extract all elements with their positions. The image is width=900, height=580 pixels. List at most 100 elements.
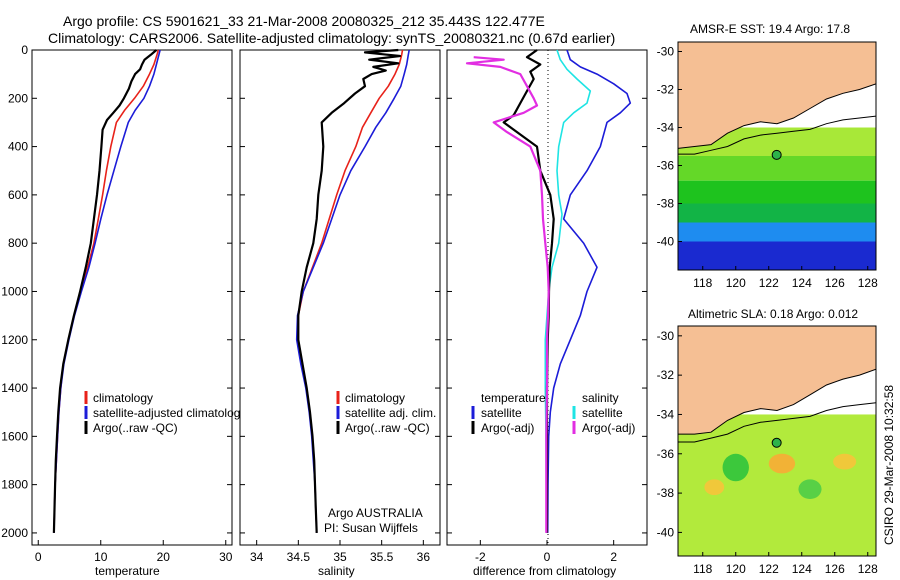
legend-climatology-label: climatology [345, 391, 405, 405]
legend-sal-satellite-label: satellite [582, 406, 623, 420]
sla-argo-position-marker [771, 437, 782, 448]
temperature-xtick-label: 20 [157, 550, 171, 564]
sla-xtick-label: 122 [759, 562, 779, 576]
legend-argo-label: Argo(..raw -QC) [345, 421, 430, 435]
depth-tick-label: 400 [8, 140, 28, 154]
sst-xtick-label: 118 [693, 276, 712, 290]
sst-ytick-label: -40 [657, 235, 675, 249]
sla-anomaly-patch [704, 479, 725, 496]
sla-anomaly-patch [768, 453, 796, 474]
sst-ytick-label: -38 [657, 197, 675, 211]
sst-shelf-contour [678, 115, 876, 155]
sla-xtick-label: 128 [858, 562, 878, 576]
sst-field-band [678, 180, 876, 204]
sla-ytick-label: -32 [657, 368, 675, 382]
temperature-legend: climatology satellite-adjusted climatolo… [84, 391, 246, 435]
sst-map-field [678, 42, 876, 270]
legend-sal-argo-label: Argo(-adj) [582, 421, 635, 435]
sst-land [678, 42, 876, 149]
sla-map-frame [677, 325, 877, 557]
depth-tick-label: 1200 [1, 333, 28, 347]
sla-ytick-label: -40 [657, 525, 675, 539]
depth-tick-label: 600 [8, 188, 28, 202]
legend-satellite-label: satellite-adjusted climatology [93, 406, 246, 420]
depth-tick-label: 1600 [1, 429, 28, 443]
sla-ytick-label: -38 [657, 486, 675, 500]
sst-map: 118 120 122 124 126 128 -30 -32 -34 -36 -38 -40 [657, 41, 878, 290]
difference-series-salinity-satellite [544, 49, 592, 533]
depth-tick-label: 2000 [1, 526, 28, 540]
salinity-xlabel: salinity [318, 564, 355, 578]
sst-map-frame [677, 41, 877, 271]
difference-xtick-label: 0 [544, 550, 551, 564]
difference-series-group [465, 49, 632, 533]
salinity-legend: climatology satellite adj. clim. Argo(..… [336, 391, 436, 435]
legend-temp-satellite-label: satellite [481, 406, 522, 420]
difference-series-salinity-argo [465, 56, 550, 533]
sla-xtick-label: 120 [726, 562, 746, 576]
sla-map: 118 120 122 124 126 128 -30 -32 -34 -36 -38 -40 [657, 325, 878, 576]
depth-tick-label: 1000 [1, 284, 28, 298]
sst-xtick-label: 126 [825, 276, 845, 290]
salinity-panel-frame [239, 49, 441, 546]
sst-field-band [678, 156, 876, 181]
legend-argo-label: Argo(..raw -QC) [93, 421, 178, 435]
salinity-xtick-label: 36 [417, 550, 431, 564]
sst-ytick-label: -30 [657, 45, 675, 59]
sla-anomaly-patch [798, 479, 822, 499]
depth-tick-label: 1800 [1, 478, 28, 492]
salinity-ticks: 34 34.5 35 35.5 36 [240, 49, 440, 564]
sst-map-title: AMSR-E SST: 19.4 Argo: 17.8 [690, 22, 850, 36]
legend-temperature-header: temperature [481, 391, 546, 405]
difference-panel: -2 0 2 difference from climatology tempera… [446, 49, 648, 578]
sst-xtick-label: 124 [792, 276, 812, 290]
sla-ytick-label: -36 [657, 447, 675, 461]
sla-land [678, 326, 876, 435]
temperature-ticks: 0 10 20 30 [32, 49, 233, 564]
difference-xlabel: difference from climatology [473, 564, 616, 578]
sla-shelf-contour [678, 402, 876, 443]
temperature-xtick-label: 30 [219, 550, 233, 564]
sla-xtick-label: 118 [693, 562, 712, 576]
sla-xtick-label: 126 [825, 562, 845, 576]
sla-xtick-label: 124 [792, 562, 812, 576]
sla-anomaly-patch [833, 453, 857, 470]
temperature-xtick-label: 0 [35, 550, 42, 564]
salinity-series-argo [297, 48, 402, 533]
salinity-series-group [295, 48, 410, 533]
argo-owner-annotation: Argo AUSTRALIA [328, 506, 423, 520]
csiro-timestamp: CSIRO 29-Mar-2008 10:32:58 [882, 385, 896, 545]
sst-ytick-label: -36 [657, 159, 675, 173]
legend-climatology-label: climatology [93, 391, 153, 405]
sst-xtick-label: 122 [759, 276, 779, 290]
sst-field-band [678, 203, 876, 223]
sst-ytick-label: -34 [657, 121, 675, 135]
depth-tick-label: 0 [21, 43, 28, 57]
sst-argo-position-marker [771, 149, 782, 160]
legend-temp-argo-label: Argo(-adj) [481, 421, 534, 435]
sst-xtick-label: 120 [726, 276, 746, 290]
salinity-panel: 34 34.5 35 35.5 36 salinity climatology sate… [239, 48, 441, 578]
sla-map-title: Altimetric SLA: 0.18 Argo: 0.012 [688, 307, 858, 321]
temperature-panel: 0 10 20 30 temperature climatology satellit… [31, 49, 246, 578]
legend-satellite-label: satellite adj. clim. [345, 406, 436, 420]
sla-ytick-label: -34 [657, 407, 675, 421]
sst-field-band [678, 222, 876, 242]
difference-ticks: -2 0 2 [447, 49, 647, 564]
salinity-xtick-label: 35.5 [370, 550, 394, 564]
sst-ytick-label: -32 [657, 83, 675, 97]
figure-title-line2: Climatology: CARS2006. Satellite-adjuste… [48, 30, 615, 46]
temperature-series-argo [52, 49, 158, 533]
difference-xtick-label: -2 [475, 550, 486, 564]
depth-tick-label: 800 [8, 236, 28, 250]
temperature-xlabel: temperature [95, 564, 160, 578]
difference-legend: temperature salinity satellite Argo(-adj… [471, 391, 635, 435]
argo-pi-annotation: PI: Susan Wijffels [324, 521, 418, 535]
depth-axis-labels: 0 200 400 600 800 1000 1200 1400 1600 1800 2000 [1, 43, 28, 540]
depth-tick-label: 1400 [1, 381, 28, 395]
temperature-panel-frame [31, 49, 233, 546]
depth-tick-label: 200 [8, 91, 28, 105]
difference-xtick-label: 2 [610, 550, 617, 564]
salinity-xtick-label: 34.5 [287, 550, 311, 564]
